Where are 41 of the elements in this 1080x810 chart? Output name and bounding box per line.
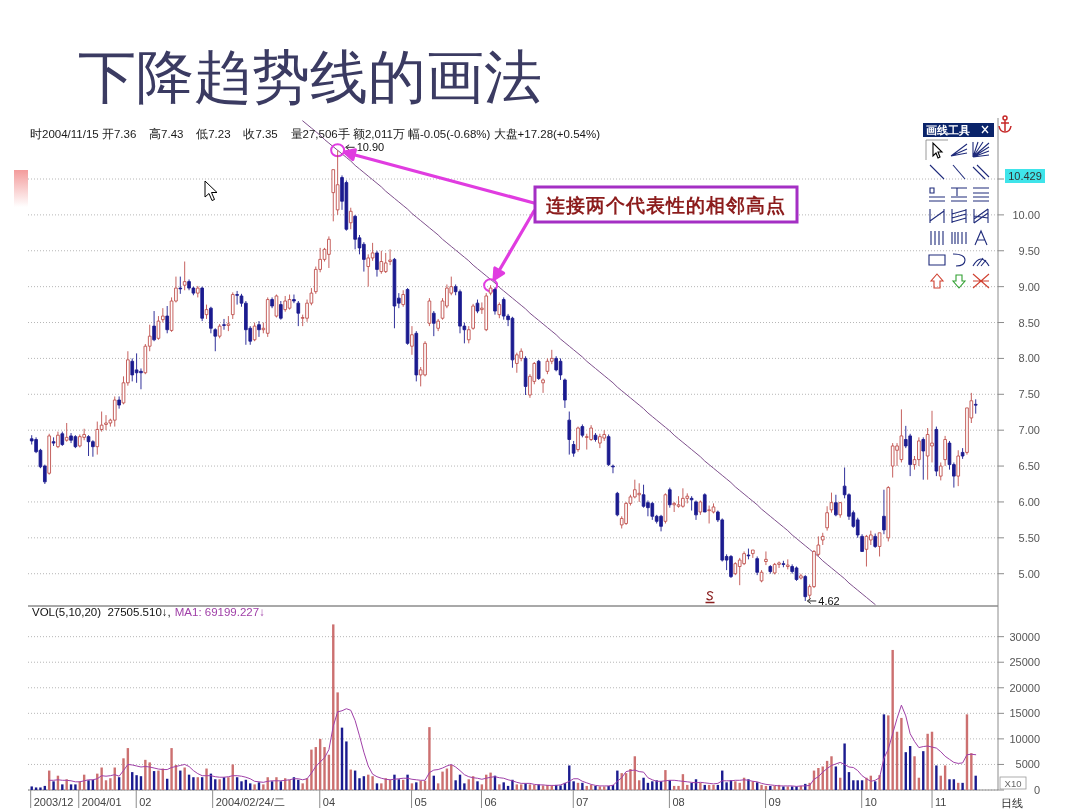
chart-title: 下降趋势线的画法 (78, 43, 542, 111)
x-tick-label: 2004/01 (81, 796, 122, 808)
text: 时2004/11/15 开7.36 高7.43 低7.23 收7.35 量27,506手 额2,011万 幅-0.05(-0.68%) 大盘+17.28(+0.54%) (30, 127, 601, 140)
text: X10 (1004, 777, 1022, 789)
y-tick-label: 0 (1033, 784, 1040, 796)
y-tick-label: 30000 (1009, 630, 1040, 643)
x-tick-label: 04 (322, 796, 336, 808)
annotation: 10.90 (356, 141, 385, 154)
y-tick-label: 7.00 (1018, 424, 1040, 437)
chart-title: VOL(5,10,20) 27505.510↓, (32, 606, 171, 618)
x-tick-label: 2003/12 (33, 796, 74, 808)
annotation: 画线工具 (926, 124, 970, 137)
x-tick-label: 2004/02/24/二 (215, 796, 285, 808)
text: MA1: 69199.227↓ (174, 606, 265, 618)
y-tick-label: 8.50 (1018, 316, 1040, 329)
y-tick-label: 9.50 (1018, 244, 1040, 257)
x-tick-label: 11 (935, 796, 947, 808)
y-tick-label: 7.50 (1018, 388, 1040, 401)
x-tick-label: 06 (484, 796, 497, 808)
y-tick-label: 9.00 (1018, 280, 1040, 293)
y-tick-label: 10.00 (1012, 208, 1040, 221)
y-tick-label: 5000 (1015, 758, 1040, 771)
y-tick-label: 15000 (1009, 707, 1040, 720)
annotation: 连接两个代表性的相邻高点 (545, 193, 786, 216)
y-tick-label: 25000 (1009, 656, 1040, 669)
y-tick-label: 20000 (1009, 681, 1040, 694)
x-tick-label: 08 (672, 796, 685, 808)
text: 日线 (1001, 797, 1023, 809)
y-tick-label: 10000 (1009, 732, 1040, 745)
y-tick-label: 6.50 (1018, 460, 1040, 473)
y-tick-label: 8.00 (1018, 352, 1040, 365)
text: 10.429 (1008, 170, 1042, 182)
x-tick-label: 10 (864, 796, 877, 808)
x-tick-label: 02 (139, 796, 152, 808)
annotation: 4.62 (818, 594, 840, 607)
y-tick-label: 5.50 (1018, 531, 1040, 544)
x-tick-label: 07 (576, 796, 589, 808)
x-tick-label: 05 (414, 796, 427, 808)
y-tick-label: 5.00 (1018, 567, 1040, 580)
x-tick-label: 09 (768, 796, 781, 808)
y-tick-label: 6.00 (1018, 495, 1040, 508)
